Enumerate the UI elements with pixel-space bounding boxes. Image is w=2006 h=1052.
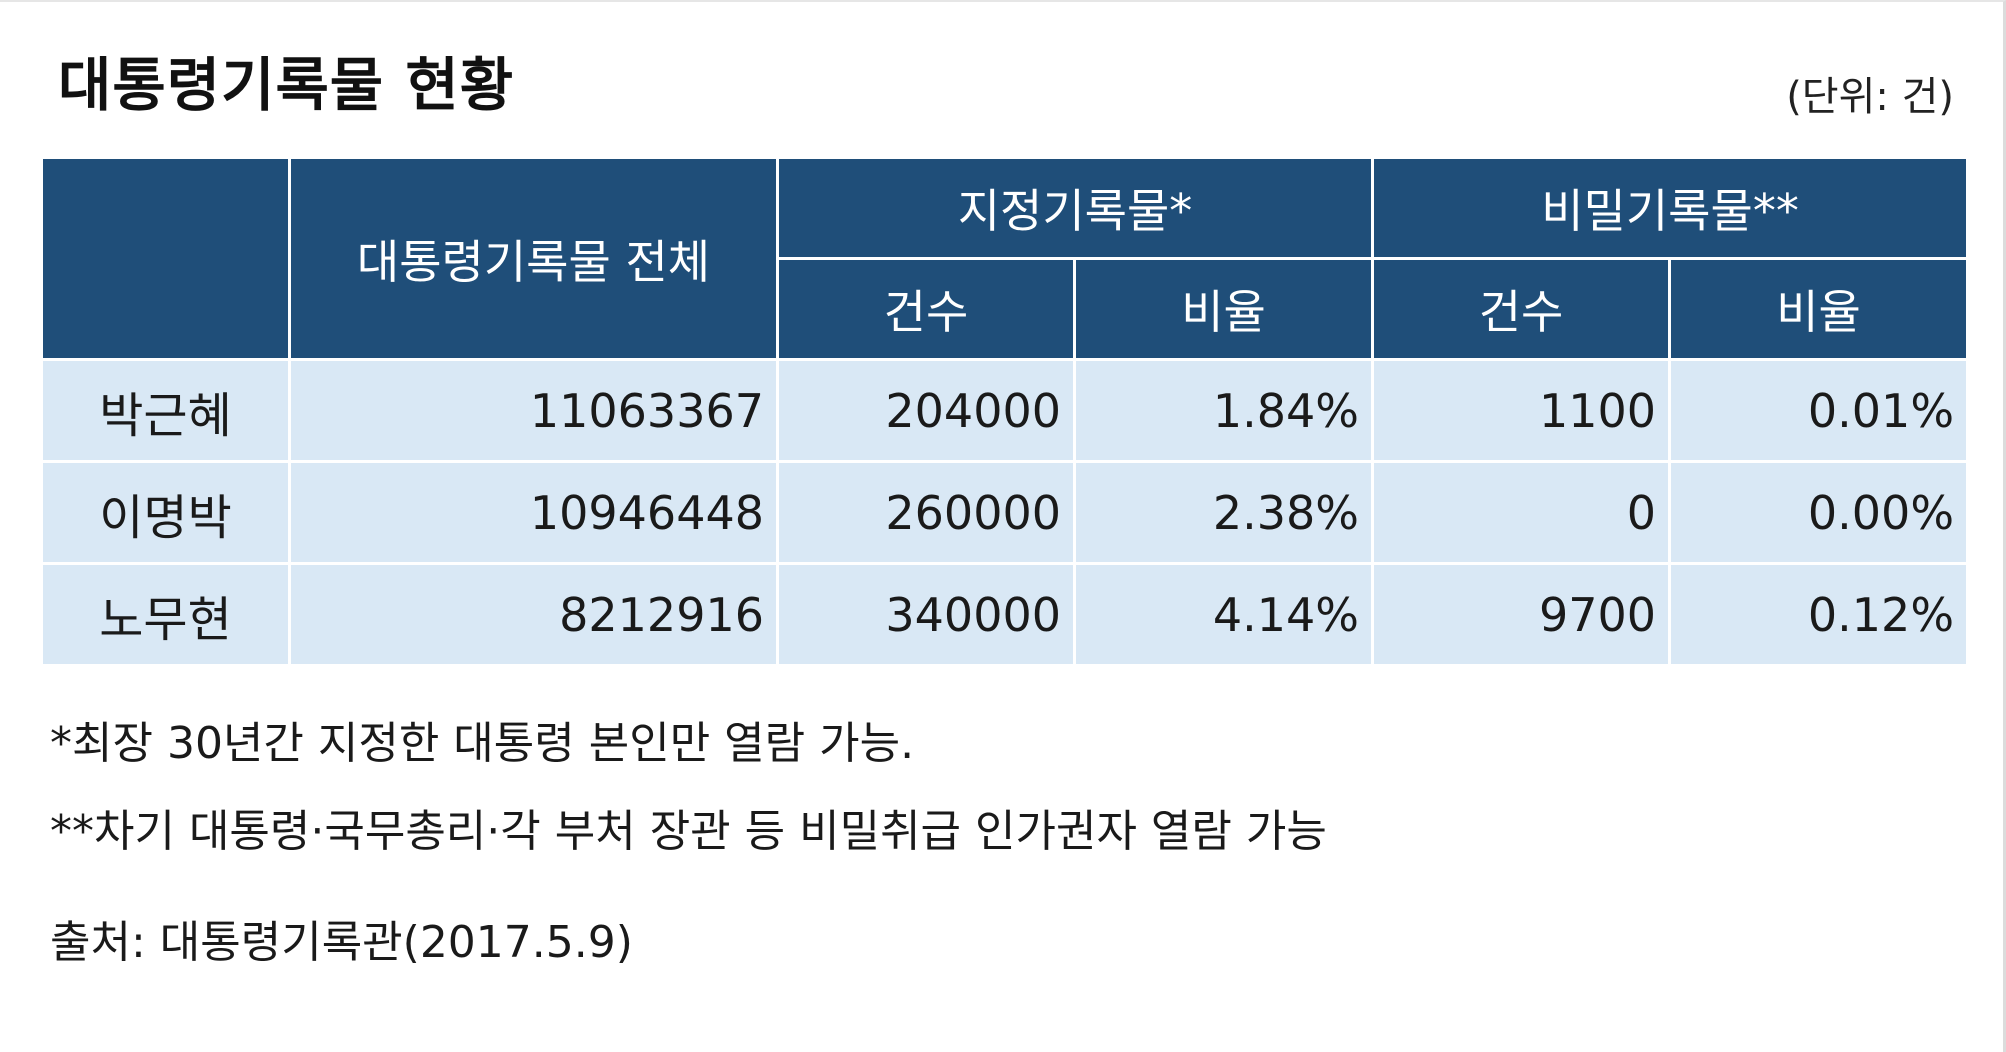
header-blank — [40, 156, 291, 361]
secret-ratio-cell: 0.12% — [1668, 562, 1970, 667]
footnote-secret: **차기 대통령·국무총리·각 부처 장관 등 비밀취급 인가권자 열람 가능 — [50, 806, 1327, 857]
row-name: 이명박 — [40, 460, 291, 565]
page-title: 대통령기록물 현황 — [58, 51, 515, 119]
secret-ratio-cell: 0.01% — [1668, 358, 1970, 463]
header-row-1: 대통령기록물 전체 지정기록물* 비밀기록물** — [40, 156, 1970, 361]
header-total: 대통령기록물 전체 — [288, 156, 779, 361]
header-designated: 지정기록물* — [775, 156, 1375, 260]
row-name: 노무현 — [40, 562, 291, 667]
table-row: 이명박 10946448 260000 2.38% 0 0.00% — [40, 460, 1970, 565]
secret-count-cell: 0 — [1371, 460, 1672, 565]
header-designated-count: 건수 — [776, 257, 1076, 361]
secret-count-cell: 9700 — [1371, 562, 1672, 667]
total-cell: 11063367 — [288, 358, 779, 463]
designated-ratio-cell: 4.14% — [1072, 562, 1375, 667]
table-row: 박근혜 11063367 204000 1.84% 1100 0.01% — [40, 358, 1970, 463]
header-secret: 비밀기록물** — [1371, 156, 1970, 260]
footnote-designated: *최장 30년간 지정한 대통령 본인만 열람 가능. — [50, 718, 915, 769]
source-note: 출처: 대통령기록관(2017.5.9) — [50, 917, 633, 968]
total-cell: 10946448 — [288, 460, 779, 565]
designated-count-cell: 340000 — [776, 562, 1076, 667]
records-table: 대통령기록물 전체 지정기록물* 비밀기록물** 건수 비율 건수 비율 박근혜… — [40, 156, 1970, 667]
designated-count-cell: 204000 — [776, 358, 1076, 463]
designated-count-cell: 260000 — [776, 460, 1076, 565]
secret-count-cell: 1100 — [1371, 358, 1672, 463]
header-secret-ratio: 비율 — [1668, 257, 1970, 361]
unit-label: (단위: 건) — [1786, 74, 1954, 120]
footnotes: *최장 30년간 지정한 대통령 본인만 열람 가능. **차기 대통령·국무총… — [50, 700, 1327, 876]
header-row-2: 건수 비율 건수 비율 — [42, 257, 1970, 361]
designated-ratio-cell: 1.84% — [1072, 358, 1375, 463]
designated-ratio-cell: 2.38% — [1072, 460, 1375, 565]
header-secret-count: 건수 — [1371, 257, 1672, 361]
total-cell: 8212916 — [288, 562, 779, 667]
header-designated-ratio: 비율 — [1072, 257, 1375, 361]
secret-ratio-cell: 0.00% — [1668, 460, 1970, 565]
row-name: 박근혜 — [40, 358, 291, 463]
table-row: 노무현 8212916 340000 4.14% 9700 0.12% — [40, 562, 1970, 667]
